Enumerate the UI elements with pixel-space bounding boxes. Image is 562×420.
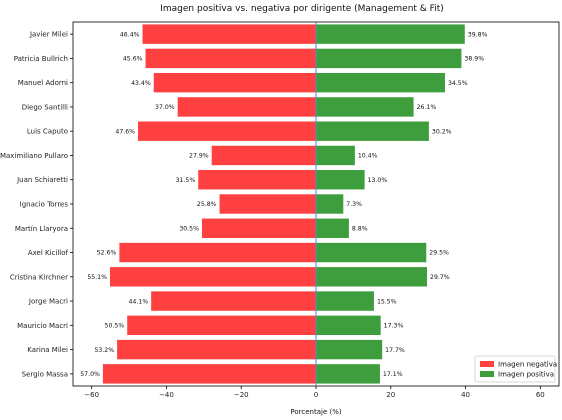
data-label-positive-6: 13.0%: [368, 177, 388, 184]
data-label-positive-11: 15.5%: [377, 298, 397, 305]
x-tick-label-6: 60: [536, 391, 545, 399]
bar-positive-10: [316, 267, 428, 287]
legend-label-0: Imagen negativa: [498, 361, 557, 369]
y-tick-label-13: Karina Milei: [27, 346, 68, 354]
data-label-negative-8: 30.5%: [179, 225, 199, 232]
bar-negative-14: [102, 364, 317, 384]
bar-negative-13: [117, 339, 316, 360]
data-label-negative-2: 43.4%: [131, 80, 151, 87]
data-label-positive-7: 7.3%: [346, 201, 362, 208]
bar-positive-7: [316, 194, 344, 214]
y-tick-label-1: Patricia Bullrich: [14, 55, 68, 63]
data-label-positive-5: 10.4%: [358, 153, 378, 160]
bar-positive-3: [316, 97, 414, 117]
data-label-negative-7: 25.8%: [197, 201, 217, 208]
x-tick-label-5: 40: [461, 391, 470, 399]
bar-positive-14: [316, 364, 380, 384]
y-tick-label-2: Manuel Adorni: [18, 79, 68, 87]
data-label-positive-0: 39.8%: [468, 31, 488, 38]
x-tick-label-0: −60: [84, 391, 99, 399]
data-label-positive-2: 34.5%: [448, 80, 468, 87]
bar-negative-11: [151, 291, 316, 311]
data-label-negative-1: 45.6%: [123, 56, 143, 63]
legend-box: [474, 355, 556, 383]
data-label-negative-3: 37.0%: [155, 104, 175, 111]
bar-negative-3: [177, 97, 316, 117]
bar-negative-12: [127, 315, 316, 336]
plot-area: 46.4% 39.8% Javier Milei 45.6% 38.9% Patricia…: [0, 21, 560, 399]
data-label-positive-8: 8.8%: [352, 225, 368, 232]
bar-negative-4: [138, 121, 316, 141]
x-tick-label-2: −20: [234, 391, 249, 399]
data-label-positive-10: 29.7%: [430, 274, 450, 281]
y-tick-label-7: Ignacio Torres: [20, 201, 69, 209]
y-tick-label-14: Sergio Massa: [22, 370, 68, 378]
bar-positive-2: [316, 72, 445, 93]
bar-negative-8: [201, 218, 316, 238]
bar-negative-5: [211, 145, 316, 166]
data-label-positive-4: 30.2%: [432, 128, 452, 135]
x-axis-title: Porcentaje (%): [290, 408, 341, 416]
bar-negative-2: [153, 72, 316, 93]
y-tick-label-6: Juan Schiaretti: [16, 176, 68, 184]
bar-negative-1: [145, 48, 316, 69]
legend-swatch-0: [480, 361, 494, 367]
data-label-positive-1: 38.9%: [464, 56, 484, 63]
x-tick-label-4: 20: [386, 391, 395, 399]
chart-title: Imagen positiva vs. negativa por dirigen…: [160, 4, 444, 14]
x-tick-label-3: 0: [314, 391, 318, 399]
x-tick-label-1: −40: [159, 391, 174, 399]
data-label-negative-6: 31.5%: [176, 177, 196, 184]
y-tick-label-8: Martín Llaryora: [15, 225, 68, 233]
y-tick-label-0: Javier Milei: [29, 31, 68, 39]
bar-positive-0: [316, 24, 465, 44]
bar-positive-4: [316, 121, 429, 141]
data-label-negative-14: 57.0%: [80, 371, 100, 378]
bar-positive-12: [316, 315, 381, 336]
y-tick-label-12: Mauricio Macri: [17, 322, 68, 330]
legend: Imagen negativa Imagen positiva: [474, 355, 557, 383]
bar-positive-8: [316, 218, 349, 238]
data-label-negative-9: 52.6%: [97, 250, 117, 257]
y-tick-label-5: Maximiliano Pullaro: [0, 152, 68, 160]
y-tick-label-4: Luis Caputo: [27, 128, 68, 136]
bar-negative-0: [142, 24, 316, 44]
data-label-negative-5: 27.9%: [189, 153, 209, 160]
y-tick-label-9: Axel Kicillof: [28, 249, 69, 257]
data-label-positive-3: 26.1%: [417, 104, 437, 111]
data-label-positive-9: 29.5%: [429, 250, 449, 257]
legend-label-1: Imagen positiva: [498, 371, 554, 379]
data-label-negative-4: 47.6%: [115, 128, 135, 135]
y-tick-label-3: Diego Santilli: [22, 103, 68, 111]
data-label-positive-12: 17.3%: [384, 323, 404, 330]
bar-positive-11: [316, 291, 374, 311]
bar-negative-9: [119, 242, 316, 263]
y-tick-label-11: Jorge Macri: [28, 298, 68, 306]
y-tick-label-10: Cristina Kirchner: [10, 273, 68, 281]
bar-negative-7: [219, 194, 316, 214]
bar-positive-9: [316, 242, 427, 263]
bar-negative-6: [198, 170, 316, 190]
bar-positive-5: [316, 145, 355, 166]
bar-positive-6: [316, 170, 365, 190]
data-label-negative-13: 53.2%: [94, 347, 114, 354]
data-label-negative-0: 46.4%: [120, 31, 140, 38]
bar-positive-1: [316, 48, 462, 69]
data-label-negative-10: 55.1%: [87, 274, 107, 281]
data-label-negative-12: 50.5%: [105, 323, 125, 330]
legend-swatch-1: [480, 371, 494, 377]
bar-negative-10: [110, 267, 316, 287]
bar-positive-13: [316, 339, 383, 360]
data-label-negative-11: 44.1%: [128, 298, 148, 305]
data-label-positive-14: 17.1%: [383, 371, 403, 378]
data-label-positive-13: 17.7%: [385, 347, 405, 354]
